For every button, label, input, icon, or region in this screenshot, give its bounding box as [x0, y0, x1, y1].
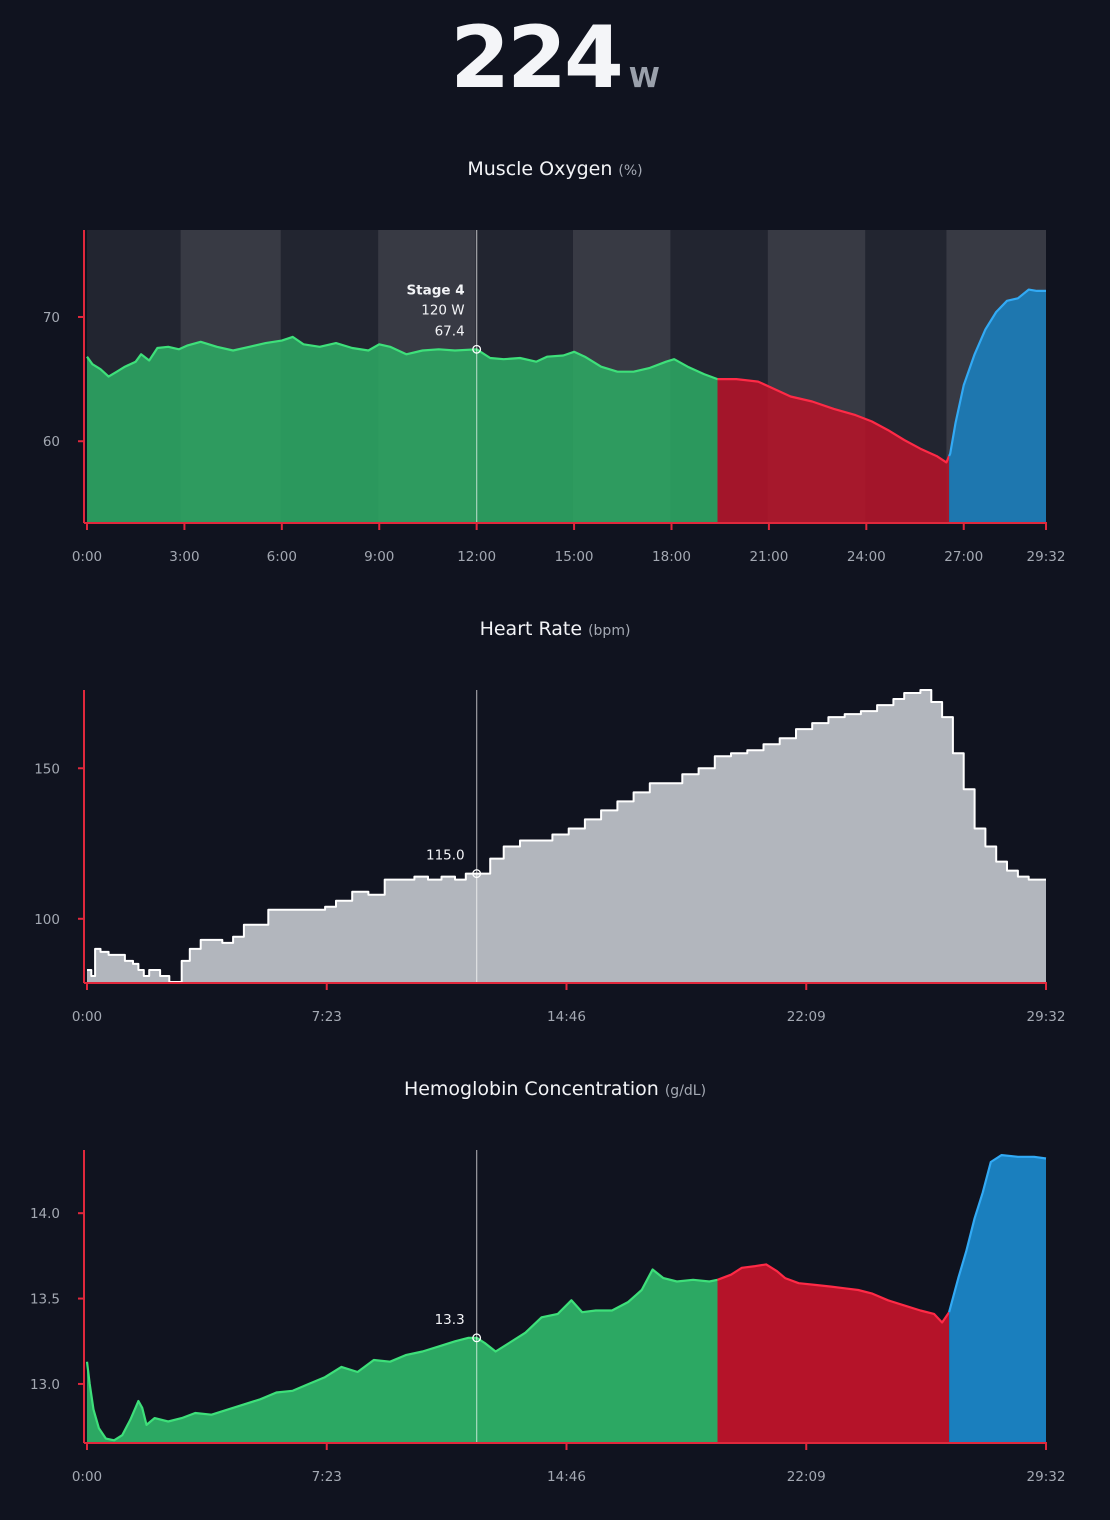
- heart-rate-chart[interactable]: 100 150 0:00 7:23 14:46 22:09 29:32 115.0: [0, 660, 1110, 1040]
- x-tick-label: 22:09: [787, 1469, 826, 1485]
- cursor-value-label: 67.4: [435, 323, 465, 339]
- x-tick-label: 14:46: [547, 1009, 586, 1025]
- cursor-dot: [472, 344, 482, 354]
- y-tick-label: 13.5: [30, 1292, 60, 1308]
- power-display: 224 W: [0, 8, 1110, 108]
- y-tick-label: 70: [43, 310, 60, 326]
- line-red: [717, 1263, 951, 1324]
- heart-rate-title-text: Heart Rate: [479, 618, 583, 640]
- line-green: [86, 335, 718, 381]
- x-tick-label: 18:00: [652, 549, 691, 565]
- x-tick-label: 27:00: [944, 549, 983, 565]
- heart-rate-title: Heart Rate (bpm): [0, 618, 1110, 640]
- x-tick-label: 29:32: [1027, 1009, 1066, 1025]
- x-tick-label: 9:00: [364, 549, 394, 565]
- x-tick-label: 3:00: [169, 549, 199, 565]
- cursor-value-label: 13.3: [435, 1312, 465, 1328]
- power-unit: W: [628, 61, 660, 94]
- cursor-dot: [472, 1333, 482, 1343]
- line-red: [717, 378, 951, 464]
- x-tick-label: 24:00: [847, 549, 886, 565]
- x-tick-label: 0:00: [72, 1009, 102, 1025]
- x-tick-label: 21:00: [749, 549, 788, 565]
- muscle-oxygen-unit: (%): [618, 163, 643, 179]
- cursor-stage-label: Stage 4: [406, 282, 464, 298]
- x-tick-label: 7:23: [312, 1469, 342, 1485]
- hemoglobin-title: Hemoglobin Concentration (g/dL): [0, 1078, 1110, 1100]
- x-tick-label: 0:00: [72, 549, 102, 565]
- x-tick-label: 7:23: [312, 1009, 342, 1025]
- heart-rate-unit: (bpm): [588, 623, 631, 639]
- muscle-oxygen-title: Muscle Oxygen (%): [0, 158, 1110, 180]
- muscle-oxygen-chart[interactable]: 60 70 0:00 3:00 6:00 9:00 12:00 15:00 18:00 21:00…: [0, 200, 1110, 580]
- area-blue: [949, 289, 1046, 522]
- hemoglobin-chart[interactable]: 13.0 13.5 14.0 0:00 7:23 14:46 22:09 29:32 13.3: [0, 1120, 1110, 1500]
- cursor-power-label: 120 W: [421, 302, 464, 318]
- area-blue: [949, 1155, 1046, 1442]
- hemoglobin-unit: (g/dL): [664, 1083, 707, 1099]
- area-red: [717, 379, 950, 522]
- power-value: 224: [450, 8, 624, 108]
- x-tick-label: 22:09: [787, 1009, 826, 1025]
- y-tick-label: 60: [43, 434, 60, 450]
- y-tick-label: 150: [34, 761, 60, 777]
- line-gray: [87, 689, 1046, 983]
- line-blue: [948, 288, 1046, 457]
- cursor-dot: [472, 869, 482, 879]
- y-tick-label: 14.0: [30, 1206, 60, 1222]
- x-tick-label: 12:00: [457, 549, 496, 565]
- area-green: [87, 336, 718, 522]
- y-tick-label: 13.0: [30, 1377, 60, 1393]
- x-tick-label: 29:32: [1027, 549, 1066, 565]
- area-gray: [87, 690, 1046, 982]
- hemoglobin-title-text: Hemoglobin Concentration: [403, 1078, 659, 1100]
- line-blue: [948, 1154, 1047, 1313]
- x-tick-label: 29:32: [1027, 1469, 1066, 1485]
- cursor-value-label: 115.0: [426, 848, 465, 864]
- x-tick-label: 15:00: [555, 549, 594, 565]
- muscle-oxygen-title-text: Muscle Oxygen: [467, 158, 613, 180]
- y-tick-label: 100: [34, 912, 60, 928]
- x-tick-label: 14:46: [547, 1469, 586, 1485]
- x-tick-label: 0:00: [72, 1469, 102, 1485]
- x-tick-label: 6:00: [267, 549, 297, 565]
- area-red: [717, 1264, 950, 1442]
- line-green: [85, 1268, 718, 1442]
